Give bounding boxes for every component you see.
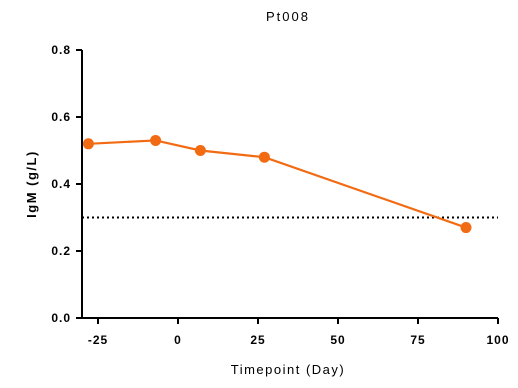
y-axis-label: IgM (g/L) — [24, 150, 39, 218]
x-axis: -25 0 25 50 75 100 — [82, 317, 509, 347]
y-tick-label: 0.0 — [51, 311, 71, 325]
y-axis: 0.0 0.2 0.4 0.6 0.8 — [51, 43, 83, 325]
series-layer — [82, 134, 472, 234]
x-tick-label: 25 — [250, 333, 265, 347]
x-tick-label: 0 — [174, 333, 182, 347]
data-point — [258, 151, 270, 163]
data-point — [82, 138, 94, 150]
x-tick-label: 50 — [330, 333, 345, 347]
data-point — [460, 222, 472, 234]
x-tick-label: 75 — [410, 333, 425, 347]
x-axis-label: Timepoint (Day) — [231, 362, 345, 377]
series-line — [88, 139, 467, 229]
y-tick-label: 0.8 — [51, 43, 71, 57]
y-tick-label: 0.6 — [51, 110, 71, 124]
y-tick-label: 0.4 — [51, 177, 71, 191]
data-point — [150, 134, 162, 146]
x-tick-label: -25 — [88, 333, 108, 347]
chart-title: Pt008 — [266, 9, 310, 24]
y-tick-label: 0.2 — [51, 244, 71, 258]
x-tick-label: 100 — [486, 333, 509, 347]
data-point — [194, 145, 206, 156]
